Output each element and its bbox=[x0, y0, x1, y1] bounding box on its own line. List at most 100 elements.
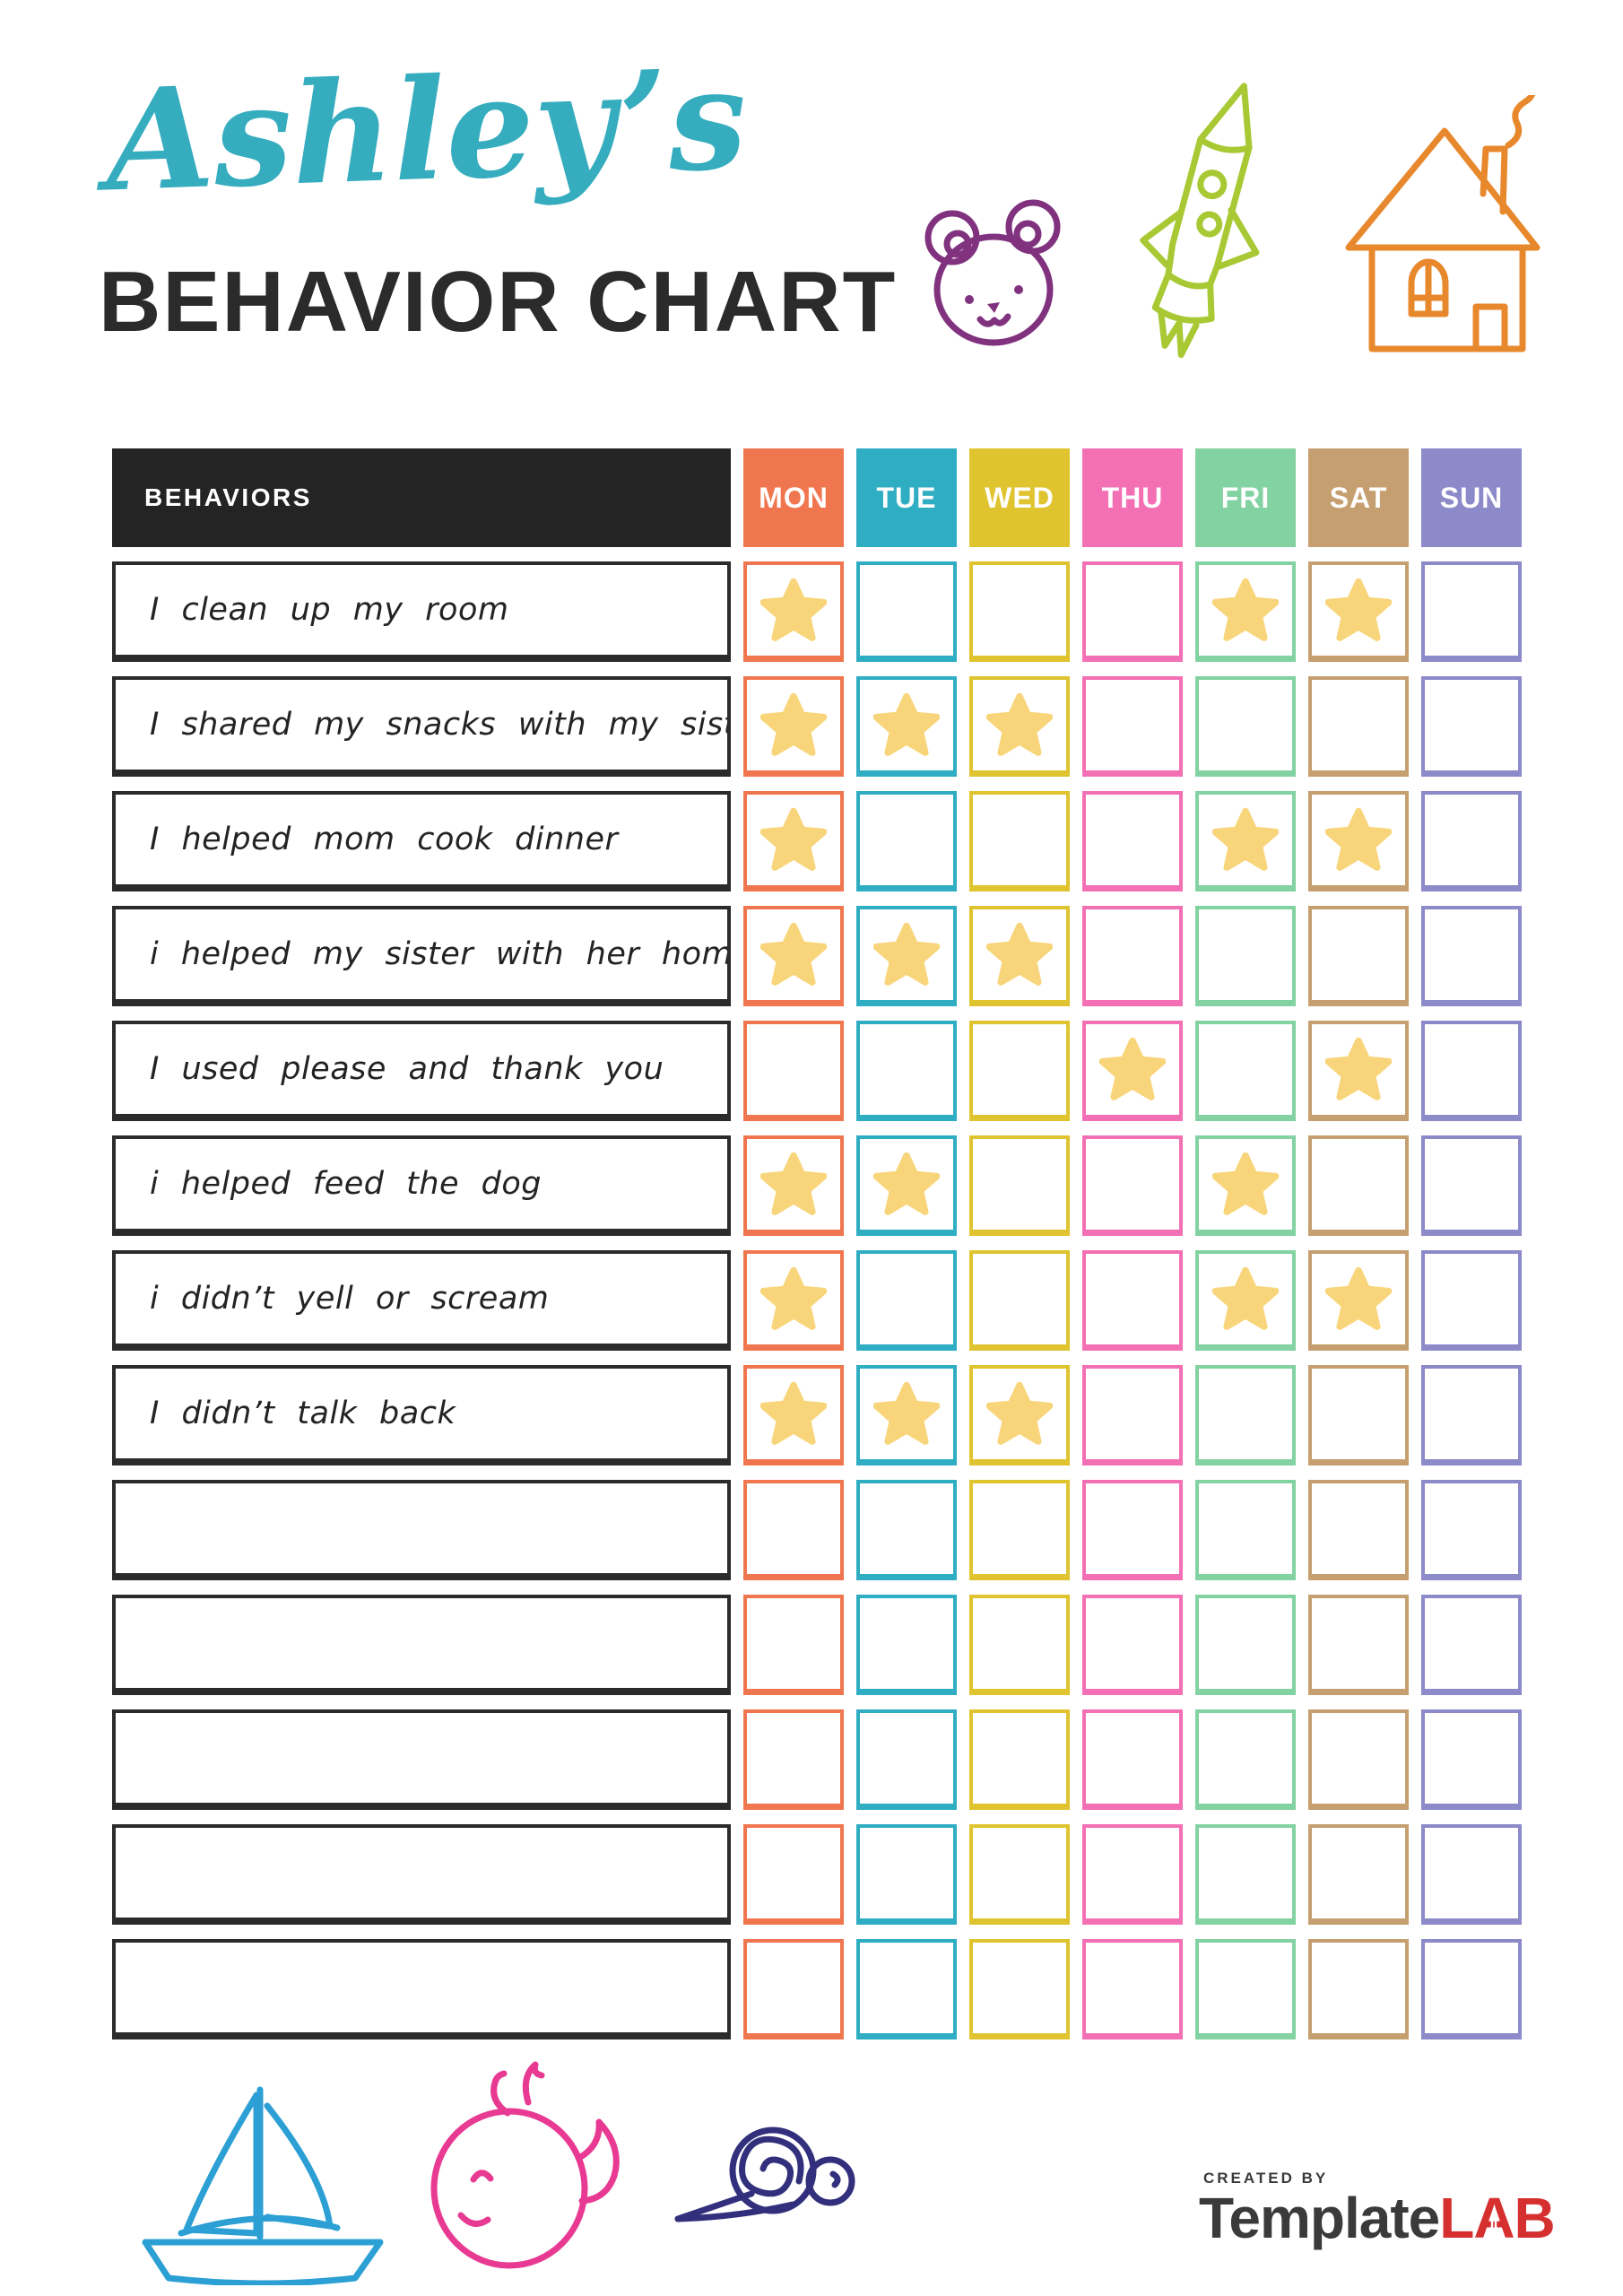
cell-sat-row-1 bbox=[1308, 561, 1409, 662]
day-header-mon: MON bbox=[743, 448, 844, 547]
day-header-sat: SAT bbox=[1308, 448, 1409, 547]
behavior-label-row-2: I shared my snacks with my sister bbox=[112, 676, 731, 777]
cell-fri-row-2 bbox=[1195, 676, 1296, 777]
cell-sat-row-13 bbox=[1308, 1939, 1409, 2039]
cell-mon-row-2 bbox=[743, 676, 844, 777]
behavior-label-row-13 bbox=[112, 1939, 731, 2039]
cell-sun-row-4 bbox=[1421, 906, 1522, 1006]
cell-sat-row-4 bbox=[1308, 906, 1409, 1006]
star-icon bbox=[760, 922, 827, 986]
cell-mon-row-13 bbox=[743, 1939, 844, 2039]
behavior-label-row-8: I didn’t talk back bbox=[112, 1365, 731, 1465]
day-header-sun: SUN bbox=[1421, 448, 1522, 547]
cell-sun-row-7 bbox=[1421, 1250, 1522, 1351]
star-icon bbox=[1212, 807, 1279, 871]
cell-fri-row-11 bbox=[1195, 1709, 1296, 1810]
cell-wed-row-9 bbox=[969, 1480, 1070, 1580]
behavior-label-row-3: I helped mom cook dinner bbox=[112, 791, 731, 891]
child-name-title: Ashley’s bbox=[103, 36, 750, 223]
cell-thu-row-7 bbox=[1082, 1250, 1183, 1351]
brand-accent-l: L bbox=[1439, 2186, 1474, 2250]
cell-sat-row-3 bbox=[1308, 791, 1409, 891]
star-icon bbox=[760, 1152, 827, 1215]
cell-sat-row-6 bbox=[1308, 1135, 1409, 1236]
cell-tue-row-4 bbox=[856, 906, 957, 1006]
day-header-tue: TUE bbox=[856, 448, 957, 547]
cell-sat-row-10 bbox=[1308, 1595, 1409, 1695]
behavior-label-row-10 bbox=[112, 1595, 731, 1695]
sailboat-icon bbox=[124, 2077, 404, 2285]
cell-sat-row-5 bbox=[1308, 1021, 1409, 1121]
behavior-label-row-9 bbox=[112, 1480, 731, 1580]
cell-mon-row-10 bbox=[743, 1595, 844, 1695]
page-title: BEHAVIOR CHART bbox=[99, 254, 898, 350]
cell-tue-row-3 bbox=[856, 791, 957, 891]
star-icon bbox=[1212, 1152, 1279, 1215]
cell-fri-row-5 bbox=[1195, 1021, 1296, 1121]
day-header-wed: WED bbox=[969, 448, 1070, 547]
day-header-fri: FRI bbox=[1195, 448, 1296, 547]
cell-wed-row-10 bbox=[969, 1595, 1070, 1695]
behavior-table: BEHAVIORS MON TUE WED THU FRI SAT SUN I clean u… bbox=[112, 448, 1522, 2039]
cell-wed-row-3 bbox=[969, 791, 1070, 891]
cell-wed-row-7 bbox=[969, 1250, 1070, 1351]
cell-mon-row-7 bbox=[743, 1250, 844, 1351]
cell-mon-row-1 bbox=[743, 561, 844, 662]
cell-sun-row-13 bbox=[1421, 1939, 1522, 2039]
cell-thu-row-1 bbox=[1082, 561, 1183, 662]
star-icon bbox=[873, 1152, 940, 1215]
cell-thu-row-2 bbox=[1082, 676, 1183, 777]
star-icon bbox=[1212, 1266, 1279, 1330]
star-icon bbox=[1325, 1266, 1392, 1330]
cell-tue-row-12 bbox=[856, 1824, 957, 1925]
cell-mon-row-8 bbox=[743, 1365, 844, 1465]
cell-sun-row-11 bbox=[1421, 1709, 1522, 1810]
cell-fri-row-8 bbox=[1195, 1365, 1296, 1465]
star-icon bbox=[986, 922, 1053, 986]
cell-sun-row-6 bbox=[1421, 1135, 1522, 1236]
brand-accent-b: B bbox=[1514, 2186, 1556, 2250]
cell-fri-row-12 bbox=[1195, 1824, 1296, 1925]
star-icon bbox=[1212, 578, 1279, 641]
cell-sun-row-1 bbox=[1421, 561, 1522, 662]
cell-wed-row-5 bbox=[969, 1021, 1070, 1121]
cell-sat-row-7 bbox=[1308, 1250, 1409, 1351]
behavior-label-row-11 bbox=[112, 1709, 731, 1810]
cell-wed-row-6 bbox=[969, 1135, 1070, 1236]
star-icon bbox=[1325, 578, 1392, 641]
cell-tue-row-9 bbox=[856, 1480, 957, 1580]
cell-sun-row-2 bbox=[1421, 676, 1522, 777]
cell-fri-row-7 bbox=[1195, 1250, 1296, 1351]
cell-tue-row-2 bbox=[856, 676, 957, 777]
star-icon bbox=[760, 692, 827, 756]
cell-mon-row-4 bbox=[743, 906, 844, 1006]
cell-tue-row-11 bbox=[856, 1709, 957, 1810]
star-icon bbox=[873, 1381, 940, 1445]
star-icon bbox=[760, 1381, 827, 1445]
cell-thu-row-4 bbox=[1082, 906, 1183, 1006]
cell-wed-row-2 bbox=[969, 676, 1070, 777]
behavior-label-row-1: I clean up my room bbox=[112, 561, 731, 662]
cell-wed-row-12 bbox=[969, 1824, 1070, 1925]
cell-thu-row-12 bbox=[1082, 1824, 1183, 1925]
cell-sun-row-9 bbox=[1421, 1480, 1522, 1580]
brand-primary: Template bbox=[1199, 2186, 1440, 2250]
star-icon bbox=[760, 1266, 827, 1330]
cell-mon-row-6 bbox=[743, 1135, 844, 1236]
star-icon bbox=[1325, 1037, 1392, 1100]
star-icon bbox=[986, 692, 1053, 756]
brand-accent-a: A bbox=[1473, 2186, 1515, 2250]
cell-sun-row-3 bbox=[1421, 791, 1522, 891]
cell-fri-row-13 bbox=[1195, 1939, 1296, 2039]
cell-thu-row-9 bbox=[1082, 1480, 1183, 1580]
cell-tue-row-1 bbox=[856, 561, 957, 662]
cell-wed-row-4 bbox=[969, 906, 1070, 1006]
cell-sun-row-12 bbox=[1421, 1824, 1522, 1925]
behaviors-column-header: BEHAVIORS bbox=[112, 448, 731, 547]
cell-mon-row-3 bbox=[743, 791, 844, 891]
cell-fri-row-3 bbox=[1195, 791, 1296, 891]
flask-icon bbox=[1485, 2219, 1502, 2241]
cell-wed-row-8 bbox=[969, 1365, 1070, 1465]
cell-thu-row-3 bbox=[1082, 791, 1183, 891]
